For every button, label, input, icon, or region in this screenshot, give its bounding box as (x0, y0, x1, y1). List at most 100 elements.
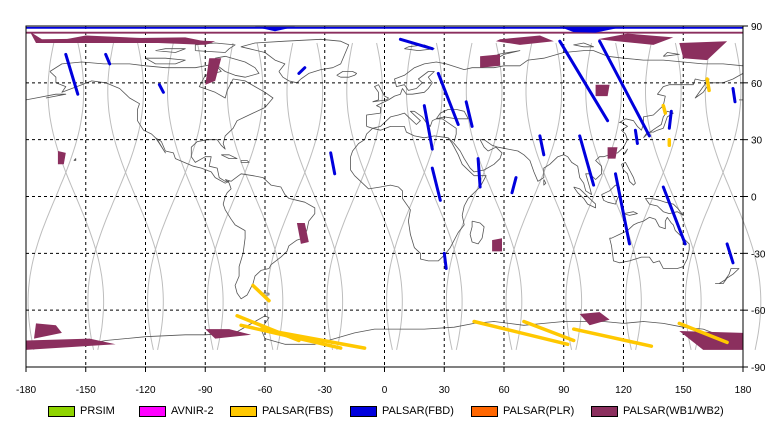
coastline (240, 160, 250, 163)
y-tick-label: 0 (751, 193, 757, 204)
coastline (49, 61, 274, 184)
coastline (623, 211, 638, 216)
swath-palsar-fbs (571, 327, 654, 348)
coastline (623, 148, 628, 156)
swath-palsar-fbs (705, 77, 711, 93)
swath-palsar-fbd (578, 134, 596, 187)
legend-item-palsar-fbs: PALSAR(FBS) (230, 403, 333, 419)
swath-palsar-wb (26, 31, 743, 34)
x-tick-label: -180 (16, 385, 36, 396)
coastline (336, 71, 358, 78)
coastline (469, 220, 485, 245)
x-tick-label: -90 (198, 385, 213, 396)
swath-palsar-wb (679, 331, 743, 350)
swath-palsar-fbd (157, 83, 165, 94)
swath-palsar-fbs (522, 319, 576, 343)
graticule-layer (26, 26, 743, 367)
swath-palsar-wb (205, 329, 252, 339)
swath-palsar-fbd (329, 151, 337, 176)
x-tick-label: 150 (675, 385, 692, 396)
swath-palsar-fbd (510, 176, 518, 195)
orbit-track (147, 42, 204, 351)
swath-palsar-fbs (259, 327, 367, 350)
swath-palsar-wb (34, 323, 62, 339)
legend-label-palsar-wb: PALSAR(WB1/WB2) (623, 405, 724, 417)
swath-palsar-fbd (464, 100, 474, 128)
coastline (366, 50, 744, 127)
swath-palsar-wb (679, 41, 728, 61)
orbit-track (27, 42, 85, 351)
coastline (25, 315, 743, 349)
swath-palsar-wb (205, 58, 222, 85)
coastline (222, 173, 316, 300)
swath-palsar-fbd (297, 66, 307, 75)
swath-palsar-fbd (398, 37, 434, 51)
legend-label-palsar-plr: PALSAR(PLR) (503, 405, 575, 417)
orbit-track (326, 42, 383, 351)
coastline (145, 57, 186, 65)
coastline (155, 48, 186, 53)
swath-palsar-wb (65, 35, 216, 45)
swath-palsar-fbd (430, 166, 442, 202)
swath-palsar-wb (492, 238, 502, 252)
coastline-layer (25, 38, 744, 349)
coastline (573, 42, 594, 48)
swath-palsar-fbs (472, 319, 570, 347)
swath-palsar-fbd (725, 242, 735, 265)
swath-palsar-fbd (422, 104, 434, 151)
coastline (73, 158, 77, 161)
legend-swatch-avnir2 (139, 405, 166, 417)
x-tick-label: 120 (615, 385, 632, 396)
swath-palsar-wb (607, 147, 618, 159)
swath-palsar-fbd (436, 71, 460, 126)
swath-palsar-wb (597, 33, 674, 45)
y-tick-label: -30 (751, 249, 766, 260)
x-tick-label: 30 (439, 385, 451, 396)
legend-item-palsar-fbd: PALSAR(FBD) (350, 403, 454, 419)
swath-palsar-fbs (661, 103, 668, 115)
swath-palsar-wb (296, 223, 309, 244)
legend-item-prsim: PRSIM (48, 403, 115, 419)
legend-label-palsar-fbd: PALSAR(FBD) (382, 405, 454, 417)
swath-palsar-wb (579, 312, 610, 326)
orbit-track (87, 42, 144, 351)
tick-label-layer: -180 -150 -120 -90 -60 -30 0 30 60 90 120 150 180 90 6… (16, 22, 766, 396)
coastline (543, 179, 547, 186)
coastline (194, 42, 236, 53)
swath-palsar-fbd (614, 172, 631, 246)
orbit-track (505, 42, 563, 351)
coastline (214, 55, 260, 78)
legend: PRSIM AVNIR-2 PALSAR(FBS) PALSAR(FBD) PA… (48, 403, 768, 419)
swath-palsar-wb (496, 35, 554, 45)
orbit-track (525, 42, 583, 351)
coastline (350, 126, 487, 262)
y-tick-label: -90 (751, 363, 766, 374)
swath-palsar-fbs (677, 321, 729, 345)
swath-palsar-wb (26, 338, 116, 350)
coastline (447, 73, 744, 196)
coastline (25, 93, 67, 101)
orbit-track (585, 42, 642, 350)
swath-palsar-fbs (251, 283, 271, 303)
x-tick-label: -120 (135, 385, 155, 396)
orbit-track (625, 42, 682, 351)
legend-swatch-palsar-plr (471, 405, 498, 417)
orbit-track (445, 42, 503, 351)
legend-swatch-prsim (48, 405, 75, 417)
swath-palsar-wb (480, 54, 500, 68)
orbit-track (684, 42, 742, 351)
swath-palsar-fbd-north (559, 26, 624, 33)
swath-palsar-fbs (239, 323, 343, 350)
x-tick-label: -150 (76, 385, 96, 396)
coastline (372, 84, 389, 103)
y-tick-label: 60 (751, 79, 763, 90)
swath-palsar-fbd-north (255, 26, 295, 32)
legend-item-palsar-plr: PALSAR(PLR) (471, 403, 574, 419)
legend-label-palsar-fbs: PALSAR(FBS) (262, 405, 334, 417)
coastline (240, 38, 350, 84)
swath-palsar-fbd (104, 52, 112, 66)
coastline (435, 109, 469, 120)
coastline (645, 197, 684, 216)
y-tick-label: 90 (751, 22, 763, 33)
swath-palsar-fbd (731, 87, 737, 104)
